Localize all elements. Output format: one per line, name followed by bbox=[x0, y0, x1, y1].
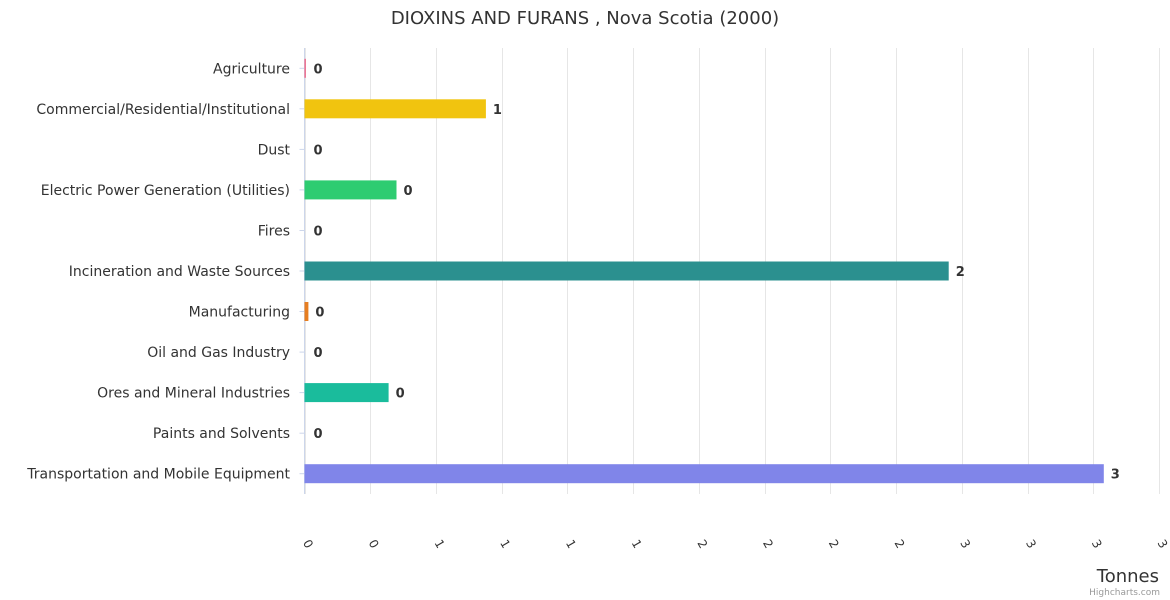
bar[interactable] bbox=[304, 464, 1104, 484]
tick-label: 3 bbox=[1154, 537, 1170, 551]
data-label: 0 bbox=[314, 62, 323, 77]
category-label: Agriculture bbox=[213, 61, 290, 77]
category-label: Oil and Gas Industry bbox=[147, 345, 290, 361]
data-label: 0 bbox=[396, 387, 405, 402]
tick-label: 1 bbox=[563, 537, 579, 551]
bar[interactable] bbox=[304, 261, 949, 281]
tick-label: 2 bbox=[760, 537, 776, 551]
category-label: Incineration and Waste Sources bbox=[69, 264, 290, 280]
category-label: Ores and Mineral Industries bbox=[97, 386, 290, 402]
category-label: Dust bbox=[258, 142, 291, 158]
bar[interactable] bbox=[304, 383, 389, 403]
category-label: Manufacturing bbox=[189, 305, 290, 321]
credits-link[interactable]: Highcharts.com bbox=[1089, 588, 1160, 598]
value-axis-title: Tonnes bbox=[1096, 566, 1159, 587]
data-label: 0 bbox=[314, 427, 323, 442]
bar[interactable] bbox=[304, 302, 309, 321]
bars bbox=[304, 58, 1104, 484]
value-axis-ticks: 0 0 1 1 1 1 2 2 2 2 3 3 3 3 bbox=[300, 537, 1170, 551]
tick-label: 2 bbox=[694, 537, 710, 551]
category-label: Paints and Solvents bbox=[153, 426, 290, 442]
tick-label: 0 bbox=[300, 537, 316, 551]
bar[interactable] bbox=[304, 180, 397, 200]
tick-label: 2 bbox=[892, 537, 908, 551]
data-labels: 0 1 0 0 0 2 0 0 0 0 3 bbox=[314, 62, 1120, 482]
tick-label: 1 bbox=[497, 537, 513, 551]
data-label: 3 bbox=[1111, 468, 1120, 483]
bar[interactable] bbox=[304, 99, 486, 119]
data-label: 2 bbox=[956, 265, 965, 280]
category-label: Fires bbox=[258, 224, 290, 240]
category-label: Transportation and Mobile Equipment bbox=[26, 467, 290, 483]
tick-label: 3 bbox=[1089, 537, 1105, 551]
data-label: 0 bbox=[314, 346, 323, 361]
tick-label: 1 bbox=[431, 537, 447, 551]
category-labels: Agriculture Commercial/Residential/Instit… bbox=[26, 61, 305, 483]
chart-title: DIOXINS AND FURANS , Nova Scotia (2000) bbox=[391, 8, 779, 29]
category-label: Commercial/Residential/Institutional bbox=[36, 102, 290, 118]
category-label: Electric Power Generation (Utilities) bbox=[41, 183, 290, 199]
data-label: 0 bbox=[315, 306, 324, 321]
tick-label: 2 bbox=[826, 537, 842, 551]
data-label: 0 bbox=[314, 143, 323, 158]
tick-label: 0 bbox=[366, 537, 382, 551]
tick-label: 3 bbox=[1023, 537, 1039, 551]
data-label: 1 bbox=[493, 103, 502, 118]
data-label: 0 bbox=[404, 184, 413, 199]
bar[interactable] bbox=[304, 58, 306, 78]
tick-label: 1 bbox=[629, 537, 645, 551]
data-label: 0 bbox=[314, 225, 323, 240]
tick-label: 3 bbox=[957, 537, 973, 551]
